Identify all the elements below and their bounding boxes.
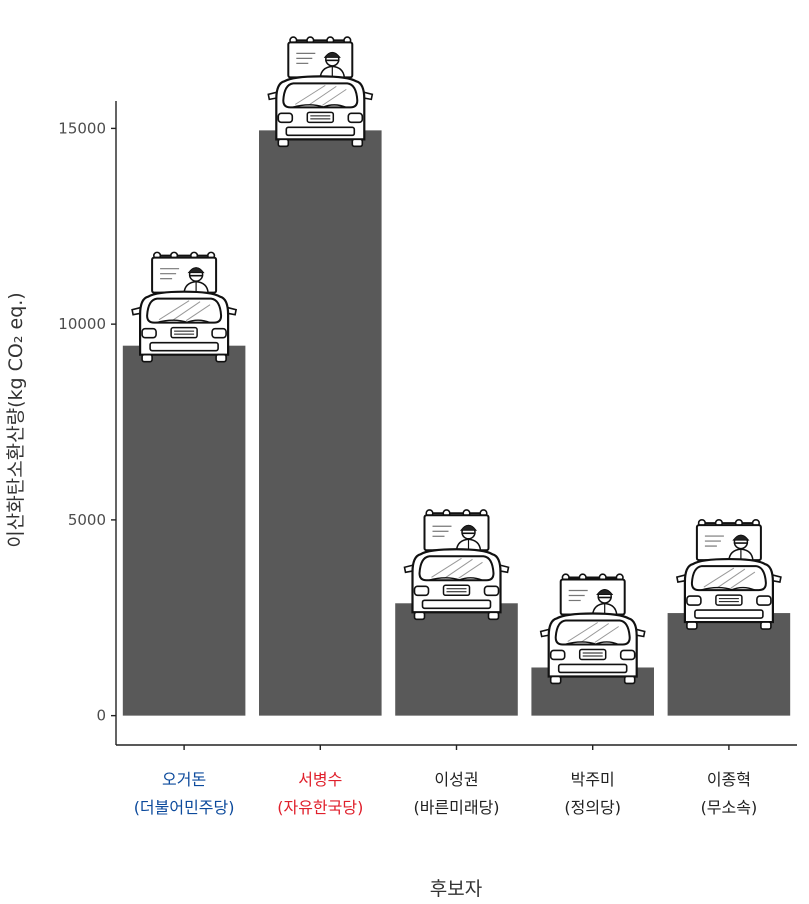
campaign-truck-icon (675, 518, 783, 631)
y-tick-label: 5000 (68, 511, 106, 529)
campaign-truck-icon (131, 251, 238, 363)
y-tick-label: 10000 (58, 315, 106, 333)
plot-area: 0 5000 10000 15000 오거돈 (더불어민주당) 서병수 (자유한국당) 이성권… (58, 35, 797, 817)
y-tick-label: 0 (96, 707, 106, 725)
x-tick-label-name: 이성권 (434, 770, 478, 789)
x-tick-label-name: 서병수 (298, 770, 342, 789)
x-tick-label-party: (자유한국당) (277, 798, 363, 817)
bar (259, 130, 382, 716)
y-axis-title: 이산화탄소환산량(kg CO₂ eq.) (5, 292, 27, 547)
y-axis-ticks: 0 5000 10000 15000 (58, 119, 116, 725)
x-axis-title: 후보자 (430, 878, 482, 900)
bar (395, 603, 518, 716)
x-tick-label-party: (정의당) (564, 798, 621, 817)
x-tick-label-party: (바른미래당) (413, 798, 499, 817)
x-axis-ticks: 오거돈 (더불어민주당) 서병수 (자유한국당) 이성권 (바른미래당) 박주미 (정의당) 이… (134, 745, 758, 817)
x-tick-label-name: 오거돈 (162, 770, 206, 789)
x-tick-label-party: (더불어민주당) (134, 798, 235, 817)
x-tick-label-party: (무소속) (701, 798, 758, 817)
campaign-truck-icon (539, 573, 646, 685)
x-tick-label-name: 박주미 (571, 770, 615, 789)
bar (667, 613, 791, 716)
y-tick-label: 15000 (58, 119, 106, 137)
campaign-truck-icon (403, 508, 510, 621)
x-tick-label-name: 이종혁 (707, 770, 751, 789)
bar (122, 345, 246, 716)
campaign-truck-icon (267, 35, 374, 148)
